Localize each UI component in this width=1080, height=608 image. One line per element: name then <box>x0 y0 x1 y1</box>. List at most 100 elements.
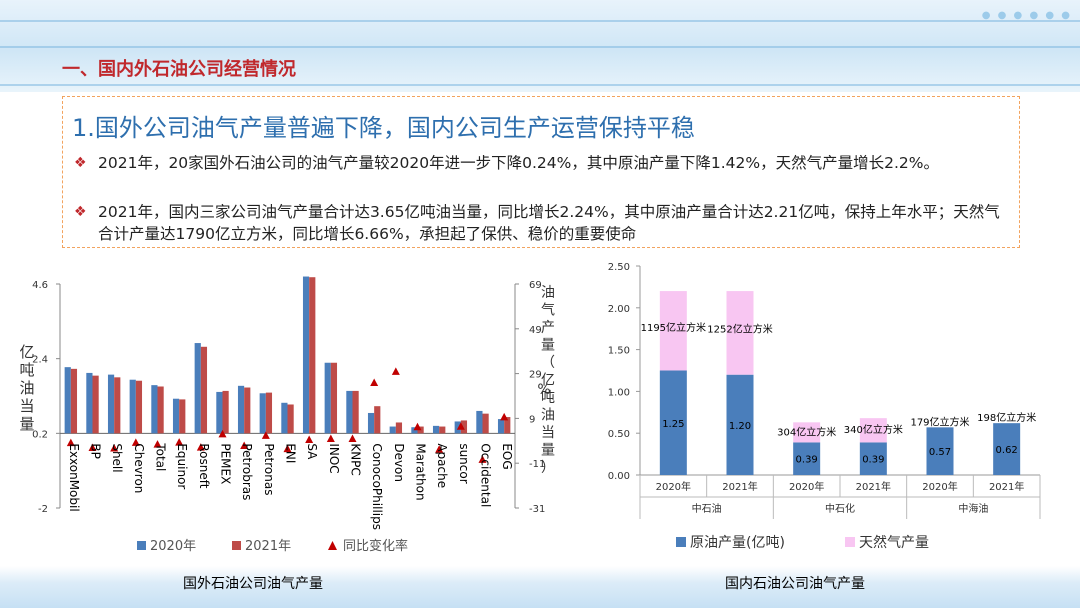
header-band <box>0 0 1080 92</box>
year-label: 2020年 <box>922 480 957 493</box>
category-label: Chevron <box>132 443 146 493</box>
year-label: 2021年 <box>856 480 891 493</box>
group-label: 中石化 <box>825 502 855 515</box>
rate-marker <box>131 438 140 446</box>
rate-marker <box>153 440 162 448</box>
bar-oil <box>993 423 1021 475</box>
category-label: PEMEX <box>219 443 233 484</box>
bar-2021 <box>200 346 208 434</box>
bar-2020 <box>454 421 461 434</box>
category-label: Equinor <box>175 443 189 489</box>
rate-marker <box>283 444 292 453</box>
bar-2020 <box>281 402 288 434</box>
bar-2020 <box>324 362 331 434</box>
bar-2020 <box>302 276 310 434</box>
category-label: EOG <box>500 443 514 469</box>
rate-marker <box>391 367 400 375</box>
y-tick-label: 0.00 <box>608 471 630 482</box>
bar-2021 <box>395 422 403 434</box>
gas-data-label: 1195亿立方米 <box>641 321 706 334</box>
rate-marker <box>478 455 487 463</box>
gas-data-label: 198亿立方米 <box>977 411 1036 424</box>
rate-marker <box>196 443 205 451</box>
category-label: BP <box>89 443 103 458</box>
bar-2020 <box>432 425 440 434</box>
bar-2020 <box>64 367 71 434</box>
bar-2020 <box>497 419 505 434</box>
category-label: Petrobras <box>240 443 254 500</box>
legend-marker-rate <box>328 541 337 550</box>
bar-2020 <box>237 385 245 434</box>
y-tick-label: -2 <box>38 504 48 515</box>
y-tick-label: 0.50 <box>608 429 630 440</box>
bar-2020 <box>107 374 115 434</box>
foreign-production-chart: -2 0.2 2.4 4.6 -31 -11 9 29 49 69 亿吨油当量% ExxonMobil… <box>19 276 555 554</box>
left-chart-caption: 国外石油公司油气产量 <box>183 576 323 592</box>
bar-2020 <box>411 427 418 434</box>
bar-2021 <box>504 417 511 434</box>
decor-dots: ● ● ● ● ● ● <box>981 10 1072 21</box>
y-tick-label: 1.00 <box>608 387 630 398</box>
oil-data-label: 0.39 <box>862 455 884 466</box>
bar-2020 <box>172 398 180 434</box>
bar-2020 <box>194 343 201 434</box>
y2-tick-label: 49 <box>529 325 542 336</box>
domestic-production-chart: 0.00 0.50 1.00 1.50 2.00 2.50 2020年 2021年 2020年 2… <box>608 262 1041 551</box>
legend-swatch-2021 <box>232 541 241 550</box>
section-title: 一、国内外石油公司经营情况 <box>62 59 296 80</box>
bar-2021 <box>287 404 294 434</box>
category-label: ExxonMobil <box>67 443 81 511</box>
y2-vertical-title: 油气产量（亿吨油当量） <box>541 285 555 476</box>
bar-2020 <box>216 391 223 434</box>
y2-tick-label: 29 <box>529 370 542 381</box>
legend-label-oil: 原油产量(亿吨) <box>690 535 785 551</box>
bar-2021 <box>157 386 164 434</box>
y2-axis-label: % <box>537 382 550 398</box>
legend-swatch-2020 <box>137 541 146 550</box>
year-label: 2021年 <box>989 480 1024 493</box>
oil-data-label: 0.62 <box>996 445 1018 456</box>
oil-data-label: 0.57 <box>929 447 951 458</box>
category-label: Petronas <box>262 443 276 495</box>
bar-oil <box>793 442 821 475</box>
category-label: Marathon <box>414 443 428 500</box>
diamond-bullet-icon: ❖ <box>74 204 87 220</box>
bar-oil <box>859 442 887 475</box>
bar-2020 <box>476 410 483 434</box>
bar-gas <box>793 422 821 443</box>
legend-swatch-oil <box>676 537 686 547</box>
category-label: SA <box>305 443 319 460</box>
group-label: 中海油 <box>958 502 988 515</box>
rate-marker <box>110 443 119 452</box>
group-label: 中石油 <box>692 502 722 515</box>
category-label: Devon <box>392 443 406 482</box>
y-tick-label: 2.4 <box>32 355 48 366</box>
year-label: 2020年 <box>656 480 691 493</box>
oil-data-label: 1.20 <box>729 421 751 432</box>
gas-data-label: 340亿立方米 <box>844 423 903 436</box>
bullet-text: 2021年，20家国外石油公司的油气产量较2020年进一步下降0.24%，其中原… <box>98 154 939 172</box>
y-axis-label: 亿吨油当量 <box>19 343 34 433</box>
category-label: ConocoPhillips <box>370 443 384 530</box>
y2-tick-label: -11 <box>529 459 545 470</box>
rate-marker <box>370 378 379 387</box>
decor-line <box>0 46 1080 48</box>
rate-marker <box>261 431 270 439</box>
footer-band <box>0 566 1080 608</box>
oil-data-label: 1.25 <box>662 419 684 430</box>
bar-2021 <box>352 390 359 434</box>
gas-data-label: 179亿立方米 <box>910 415 969 428</box>
bar-2021 <box>439 426 446 434</box>
bar-2021 <box>460 420 468 434</box>
bar-2020 <box>129 379 136 434</box>
bar-2021 <box>309 277 316 434</box>
gas-data-label: 304亿立方米 <box>777 425 836 438</box>
bar-2021 <box>70 368 78 434</box>
y2-tick-label: -31 <box>529 504 545 515</box>
category-label: suncor <box>457 443 471 483</box>
rate-marker <box>500 412 509 421</box>
bar-oil <box>726 374 754 475</box>
bar-2021 <box>265 392 273 434</box>
rate-marker <box>88 443 97 452</box>
y-tick-label: 2.50 <box>608 262 630 273</box>
